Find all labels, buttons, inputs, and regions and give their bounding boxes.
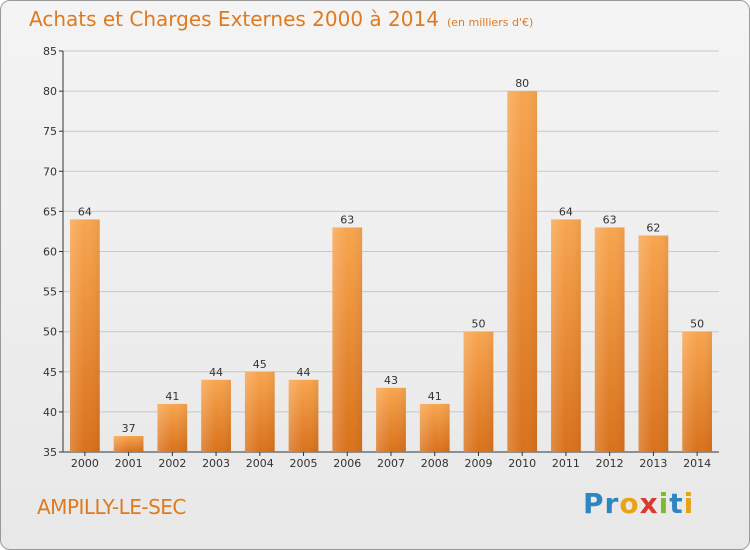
x-tick-label: 2003	[202, 457, 230, 470]
proxiti-logo: Proxiti	[583, 487, 694, 520]
logo-letter: P	[583, 487, 605, 520]
x-tick-label: 2008	[421, 457, 449, 470]
bar-shade-2001	[113, 435, 144, 452]
x-tick-label: 2004	[246, 457, 274, 470]
bar-shade-2010	[507, 91, 538, 452]
bar-shade-2012	[594, 227, 625, 452]
x-tick-label: 2011	[552, 457, 580, 470]
data-label: 62	[646, 221, 660, 234]
bar-shade-2002	[157, 403, 188, 452]
x-tick-label: 2014	[683, 457, 711, 470]
bar-shade-2008	[419, 403, 450, 452]
y-tick-label: 45	[43, 366, 57, 379]
data-label: 63	[340, 213, 354, 226]
chart-unit: (en milliers d'€)	[446, 16, 534, 29]
y-tick-label: 50	[43, 326, 57, 339]
y-tick-label: 75	[43, 125, 57, 138]
bar-shade-2007	[376, 387, 406, 452]
x-tick-label: 2001	[115, 457, 143, 470]
y-tick-label: 55	[43, 286, 57, 299]
bar-shade-2013	[638, 235, 669, 452]
y-tick-label: 35	[43, 446, 57, 459]
bar-shade-2003	[201, 379, 231, 452]
bar-shade-2005	[288, 379, 319, 452]
data-label: 41	[165, 390, 179, 403]
bar-shade-2009	[463, 331, 494, 452]
x-tick-label: 2006	[333, 457, 361, 470]
data-label: 41	[428, 390, 442, 403]
x-tick-label: 2012	[596, 457, 624, 470]
logo-letter: i	[658, 487, 670, 520]
logo-letter: o	[619, 487, 640, 520]
y-tick-label: 85	[43, 45, 57, 58]
x-tick-label: 2002	[158, 457, 186, 470]
data-label: 37	[122, 422, 136, 435]
y-tick-label: 65	[43, 205, 57, 218]
logo-letter: i	[683, 487, 695, 520]
chart-title-text: Achats et Charges Externes 2000 à 2014	[29, 7, 439, 31]
y-tick-label: 80	[43, 85, 57, 98]
place-name: AMPILLY-LE-SEC	[37, 495, 186, 519]
data-label: 45	[253, 358, 267, 371]
x-tick-label: 2010	[508, 457, 536, 470]
data-label: 50	[690, 318, 704, 331]
logo-letter: r	[604, 487, 620, 520]
bar-shade-2006	[332, 227, 363, 452]
y-tick-label: 70	[43, 165, 57, 178]
data-label: 64	[559, 205, 573, 218]
x-tick-label: 2000	[71, 457, 99, 470]
chart-title: Achats et Charges Externes 2000 à 2014 (e…	[29, 7, 533, 31]
bar-shade-2014	[682, 331, 713, 452]
data-label: 50	[471, 318, 485, 331]
bar-shade-2011	[551, 219, 581, 452]
x-tick-label: 2007	[377, 457, 405, 470]
logo-letter: x	[639, 487, 659, 520]
x-tick-label: 2005	[290, 457, 318, 470]
data-label: 63	[603, 213, 617, 226]
y-tick-label: 60	[43, 246, 57, 259]
logo-letter: t	[669, 487, 684, 520]
data-label: 80	[515, 77, 529, 90]
y-tick-label: 40	[43, 406, 57, 419]
data-label: 64	[78, 205, 92, 218]
x-tick-label: 2009	[464, 457, 492, 470]
data-label: 44	[209, 366, 223, 379]
bar-shade-2000	[69, 219, 100, 452]
bar-shade-2004	[244, 371, 275, 452]
data-label: 43	[384, 374, 398, 387]
data-label: 44	[297, 366, 311, 379]
x-tick-label: 2013	[639, 457, 667, 470]
